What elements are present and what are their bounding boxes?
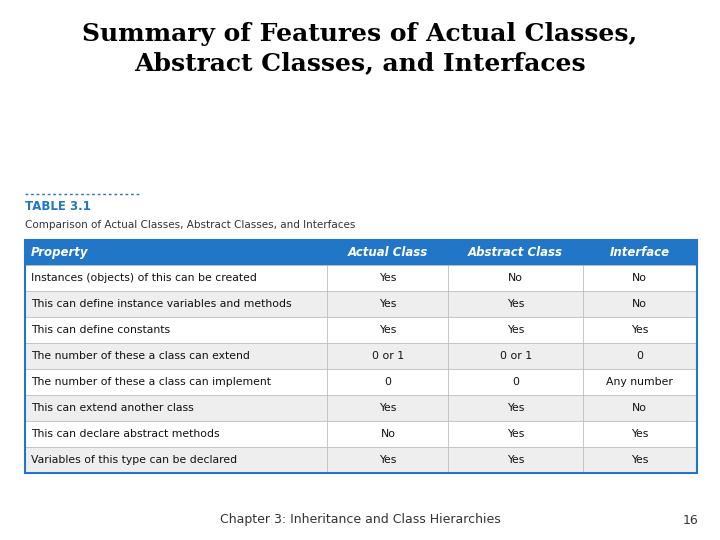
FancyBboxPatch shape xyxy=(328,291,449,317)
FancyBboxPatch shape xyxy=(328,317,449,343)
Text: Instances (objects) of this can be created: Instances (objects) of this can be creat… xyxy=(31,273,257,283)
Text: Yes: Yes xyxy=(507,455,524,464)
Text: Summary of Features of Actual Classes,
Abstract Classes, and Interfaces: Summary of Features of Actual Classes, A… xyxy=(82,22,638,75)
Text: 0: 0 xyxy=(512,377,519,387)
FancyBboxPatch shape xyxy=(449,240,582,265)
Text: TABLE 3.1: TABLE 3.1 xyxy=(25,200,91,213)
Text: 0 or 1: 0 or 1 xyxy=(372,351,404,361)
Text: No: No xyxy=(508,273,523,283)
Text: No: No xyxy=(632,273,647,283)
FancyBboxPatch shape xyxy=(582,317,697,343)
FancyBboxPatch shape xyxy=(449,447,582,472)
FancyBboxPatch shape xyxy=(582,265,697,291)
Text: Yes: Yes xyxy=(379,455,397,464)
Text: No: No xyxy=(380,429,395,438)
FancyBboxPatch shape xyxy=(328,369,449,395)
FancyBboxPatch shape xyxy=(449,395,582,421)
Text: This can define constants: This can define constants xyxy=(31,325,170,335)
FancyBboxPatch shape xyxy=(328,421,449,447)
Text: Variables of this type can be declared: Variables of this type can be declared xyxy=(31,455,237,464)
FancyBboxPatch shape xyxy=(449,343,582,369)
FancyBboxPatch shape xyxy=(582,369,697,395)
FancyBboxPatch shape xyxy=(25,343,328,369)
FancyBboxPatch shape xyxy=(582,421,697,447)
FancyBboxPatch shape xyxy=(449,421,582,447)
Text: Yes: Yes xyxy=(631,455,649,464)
FancyBboxPatch shape xyxy=(25,291,328,317)
Text: Yes: Yes xyxy=(379,299,397,309)
FancyBboxPatch shape xyxy=(328,395,449,421)
FancyBboxPatch shape xyxy=(25,317,328,343)
Text: Yes: Yes xyxy=(507,299,524,309)
FancyBboxPatch shape xyxy=(582,291,697,317)
FancyBboxPatch shape xyxy=(25,447,328,472)
Text: 16: 16 xyxy=(683,514,698,526)
Text: Comparison of Actual Classes, Abstract Classes, and Interfaces: Comparison of Actual Classes, Abstract C… xyxy=(25,220,356,230)
FancyBboxPatch shape xyxy=(582,343,697,369)
FancyBboxPatch shape xyxy=(449,265,582,291)
FancyBboxPatch shape xyxy=(449,317,582,343)
Text: Yes: Yes xyxy=(507,325,524,335)
FancyBboxPatch shape xyxy=(25,240,328,265)
FancyBboxPatch shape xyxy=(25,421,328,447)
FancyBboxPatch shape xyxy=(25,395,328,421)
FancyBboxPatch shape xyxy=(328,240,449,265)
Text: The number of these a class can implement: The number of these a class can implemen… xyxy=(31,377,271,387)
FancyBboxPatch shape xyxy=(449,291,582,317)
FancyBboxPatch shape xyxy=(25,369,328,395)
Text: No: No xyxy=(632,299,647,309)
Text: Yes: Yes xyxy=(379,273,397,283)
Text: Yes: Yes xyxy=(631,325,649,335)
FancyBboxPatch shape xyxy=(582,395,697,421)
Text: Any number: Any number xyxy=(606,377,673,387)
Text: The number of these a class can extend: The number of these a class can extend xyxy=(31,351,250,361)
FancyBboxPatch shape xyxy=(449,369,582,395)
Text: Chapter 3: Inheritance and Class Hierarchies: Chapter 3: Inheritance and Class Hierarc… xyxy=(220,514,500,526)
FancyBboxPatch shape xyxy=(328,447,449,472)
Text: Yes: Yes xyxy=(379,325,397,335)
Text: Property: Property xyxy=(31,246,89,259)
Text: This can extend another class: This can extend another class xyxy=(31,403,194,413)
Text: Actual Class: Actual Class xyxy=(348,246,428,259)
Text: No: No xyxy=(632,403,647,413)
FancyBboxPatch shape xyxy=(582,240,697,265)
FancyBboxPatch shape xyxy=(25,265,328,291)
FancyBboxPatch shape xyxy=(328,343,449,369)
FancyBboxPatch shape xyxy=(582,447,697,472)
FancyBboxPatch shape xyxy=(328,265,449,291)
Text: This can declare abstract methods: This can declare abstract methods xyxy=(31,429,220,438)
Text: 0 or 1: 0 or 1 xyxy=(500,351,531,361)
Text: 0: 0 xyxy=(384,377,392,387)
Text: Interface: Interface xyxy=(610,246,670,259)
Text: This can define instance variables and methods: This can define instance variables and m… xyxy=(31,299,292,309)
Text: Yes: Yes xyxy=(507,429,524,438)
Text: Abstract Class: Abstract Class xyxy=(468,246,563,259)
Text: Yes: Yes xyxy=(507,403,524,413)
Text: Yes: Yes xyxy=(631,429,649,438)
Text: 0: 0 xyxy=(636,351,644,361)
Text: Yes: Yes xyxy=(379,403,397,413)
